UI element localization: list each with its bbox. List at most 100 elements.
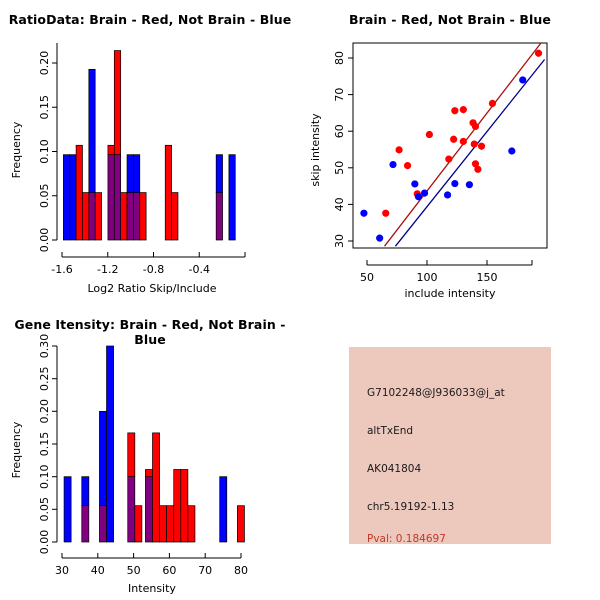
- scatter-point: [474, 165, 482, 173]
- histogram-bar: [94, 192, 102, 241]
- info-locus: chr5.19192-1.13: [367, 501, 455, 513]
- gene-x-axis: 30 40 50 60 70 80 Intensity: [55, 553, 248, 595]
- histogram-bar: [159, 505, 167, 543]
- histogram-bar: [152, 432, 160, 543]
- gene-histogram-title: Gene Itensity: Brain - Red, Not Brain - …: [14, 317, 286, 347]
- scatter-plot: 30 40 50 60 70 80 skip intensity 50 100 …: [309, 42, 548, 300]
- gene-x-axis-label: Intensity: [128, 582, 176, 595]
- svg-text:-1.6: -1.6: [51, 263, 72, 276]
- scatter-x-axis-label: include intensity: [404, 287, 496, 300]
- info-event-type: altTxEnd: [367, 425, 414, 437]
- histogram-bar: [139, 192, 147, 241]
- scatter-point: [403, 162, 412, 170]
- svg-text:60: 60: [162, 564, 176, 577]
- histogram-bar: [228, 154, 236, 241]
- gene-y-axis: 0.00 0.05 0.10 0.15 0.20 0.25 0.30 Frequ…: [10, 334, 58, 555]
- svg-text:0.00: 0.00: [38, 530, 51, 555]
- scatter-point: [534, 49, 543, 57]
- ratio-histogram-title: RatioData: Brain - Red, Not Brain - Blue: [8, 12, 292, 27]
- scatter-point: [459, 106, 467, 114]
- histogram-bar: [126, 192, 134, 241]
- histogram-bar: [126, 154, 134, 193]
- svg-text:70: 70: [198, 564, 212, 577]
- svg-text:80: 80: [333, 51, 346, 65]
- gene-histogram-plot: 0.00 0.05 0.10 0.15 0.20 0.25 0.30 Frequ…: [10, 334, 248, 595]
- scatter-y-axis-label: skip intensity: [309, 113, 322, 187]
- histogram-bar: [145, 469, 153, 478]
- scatter-point: [471, 122, 480, 131]
- svg-text:50: 50: [360, 271, 374, 284]
- scatter-x-axis: 50 100 150 include intensity: [360, 260, 533, 300]
- regression-line: [394, 59, 546, 247]
- histogram-bar: [107, 144, 115, 156]
- svg-text:0.05: 0.05: [38, 184, 51, 209]
- histogram-bar: [219, 476, 228, 543]
- histogram-bar: [81, 476, 90, 507]
- histogram-bar: [134, 505, 143, 543]
- histogram-bar: [69, 154, 77, 241]
- histogram-bar: [173, 469, 182, 543]
- histogram-bar: [215, 192, 223, 241]
- scatter-point: [470, 140, 478, 148]
- svg-text:0.20: 0.20: [38, 399, 51, 424]
- histogram-bar: [81, 505, 90, 543]
- svg-text:50: 50: [127, 564, 141, 577]
- gene-y-axis-label: Frequency: [10, 421, 23, 478]
- svg-text:0.05: 0.05: [38, 497, 51, 522]
- scatter-point: [414, 193, 423, 201]
- histogram-bar: [127, 432, 136, 478]
- svg-text:40: 40: [333, 197, 346, 211]
- svg-text:0.10: 0.10: [38, 139, 51, 164]
- scatter-point: [465, 181, 473, 189]
- svg-text:80: 80: [234, 564, 248, 577]
- svg-text:0.00: 0.00: [38, 228, 51, 253]
- histogram-bar: [106, 345, 114, 543]
- gene-info-box: G7102248@J936033@j_at altTxEnd AK041804 …: [349, 347, 551, 545]
- scatter-point: [445, 155, 453, 163]
- gene-bars: [63, 345, 245, 543]
- svg-text:100: 100: [417, 271, 438, 284]
- scatter-point: [459, 137, 467, 146]
- histogram-bar: [187, 505, 196, 543]
- svg-text:60: 60: [333, 124, 346, 138]
- svg-text:30: 30: [333, 234, 346, 248]
- panel-scatter: Brain - Red, Not Brain - Blue 30 40 50 6…: [300, 0, 600, 300]
- svg-text:50: 50: [333, 161, 346, 175]
- svg-text:150: 150: [477, 271, 498, 284]
- scatter-point: [451, 179, 459, 188]
- info-probe-id: G7102248@J936033@j_at: [367, 387, 505, 399]
- scatter-point: [508, 147, 516, 155]
- svg-text:0.30: 0.30: [38, 334, 51, 359]
- scatter-points: [360, 49, 543, 242]
- histogram-bar: [133, 154, 141, 193]
- histogram-bar: [113, 154, 122, 241]
- svg-text:-0.8: -0.8: [143, 263, 164, 276]
- scatter-point: [360, 209, 368, 217]
- info-accession: AK041804: [367, 463, 422, 475]
- histogram-bar: [75, 144, 83, 241]
- ratio-x-axis: -1.6 -1.2 -0.8 -0.4 Log2 Ratio Skip/Incl…: [51, 252, 246, 295]
- histogram-bar: [133, 192, 141, 241]
- histogram-bar: [63, 476, 72, 543]
- histogram-bar: [63, 154, 71, 241]
- histogram-bar: [99, 410, 107, 507]
- svg-text:0.15: 0.15: [38, 432, 51, 457]
- ratio-y-axis-label: Frequency: [10, 121, 23, 178]
- histogram-bar: [180, 469, 189, 543]
- ratio-y-axis: 0.00 0.05 0.10 0.15 0.20 Frequency: [10, 43, 58, 253]
- histogram-bar: [120, 192, 128, 241]
- scatter-point: [382, 209, 390, 217]
- scatter-point: [376, 234, 384, 242]
- histogram-bar: [113, 50, 122, 156]
- histogram-bar: [88, 192, 96, 241]
- histogram-bar: [88, 68, 96, 193]
- scatter-point: [488, 99, 497, 108]
- ratio-histogram-plot: 0.00 0.05 0.10 0.15 0.20 Frequency -1.6 …: [10, 43, 246, 295]
- panel-ratio-histogram: RatioData: Brain - Red, Not Brain - Blue…: [0, 0, 300, 300]
- svg-text:0.15: 0.15: [38, 95, 51, 120]
- scatter-point: [389, 160, 397, 169]
- info-pval: Pval: 0.184697: [367, 533, 446, 545]
- scatter-frame: [352, 42, 548, 249]
- scatter-point: [477, 142, 486, 150]
